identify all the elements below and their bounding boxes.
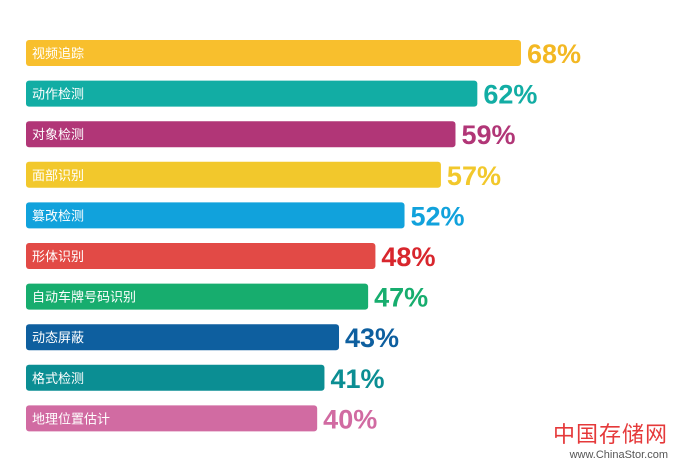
category-label: 篡改检测 [32, 208, 84, 224]
watermark-url: www.ChinaStor.com [569, 449, 668, 461]
watermark-logo: 中国存储网 [552, 423, 668, 448]
value-label: 59% [461, 120, 515, 150]
value-label: 68% [527, 39, 581, 69]
category-label: 地理位置估计 [32, 412, 110, 427]
category-label: 对象检测 [32, 128, 84, 143]
category-label: 面部识别 [32, 169, 84, 184]
watermark: 中国存储网 www.ChinaStor.com [553, 424, 668, 462]
value-label: 41% [330, 364, 384, 394]
bar-3 [26, 121, 456, 148]
category-label: 动态屏蔽 [32, 331, 84, 346]
bar-6 [26, 243, 376, 269]
bar-7 [26, 283, 369, 310]
bar-8 [26, 324, 340, 351]
category-label: 动作检测 [32, 88, 84, 103]
value-label: 52% [411, 201, 465, 231]
value-label: 47% [374, 283, 428, 313]
bar-9 [26, 364, 325, 391]
value-label: 48% [381, 242, 435, 272]
bar-4 [26, 161, 441, 188]
value-label: 62% [483, 80, 537, 110]
category-label: 形体识别 [32, 250, 84, 265]
category-label: 格式检测 [32, 371, 84, 387]
value-label: 43% [345, 323, 399, 353]
value-label: 57% [447, 161, 501, 191]
bar-1 [26, 40, 521, 66]
value-label: 40% [323, 404, 377, 434]
bar-5 [26, 202, 405, 229]
category-label: 自动车牌号码识别 [32, 290, 136, 306]
bar-2 [26, 80, 478, 107]
bar-10 [26, 405, 318, 432]
category-label: 视频追踪 [32, 46, 84, 62]
